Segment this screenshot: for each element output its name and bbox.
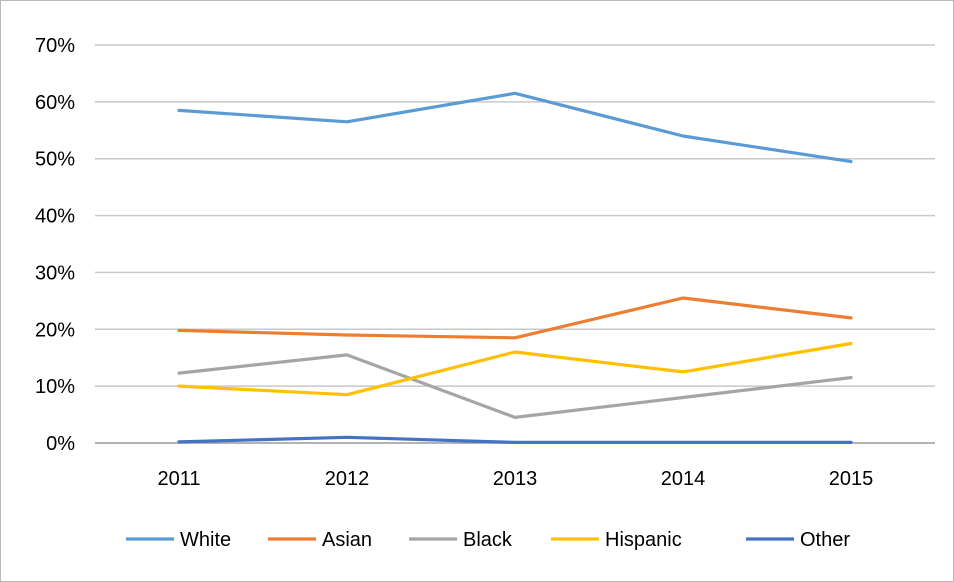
series-lines <box>177 91 853 444</box>
y-tick-label: 50% <box>35 149 75 171</box>
legend-label-white: White <box>180 529 231 551</box>
series-line-black <box>177 353 853 419</box>
y-tick-label: 30% <box>35 262 75 284</box>
y-axis-ticks: 0% 10% 20% 30% 40% 50% 60% 70% <box>35 35 75 455</box>
x-tick-label: 2013 <box>493 468 538 490</box>
x-tick-label: 2011 <box>157 468 200 490</box>
legend-label-black: Black <box>463 529 513 551</box>
y-tick-label: 10% <box>35 376 75 398</box>
x-tick-label: 2015 <box>829 468 874 490</box>
y-tick-label: 40% <box>35 206 75 228</box>
series-line-white <box>177 91 853 164</box>
y-tick-label: 60% <box>35 92 75 114</box>
y-tick-label: 70% <box>35 35 75 57</box>
series-line-hispanic <box>177 341 853 397</box>
gridlines <box>95 44 935 444</box>
series-line-asian <box>177 296 853 340</box>
x-tick-label: 2014 <box>661 468 706 490</box>
y-tick-label: 0% <box>46 433 75 455</box>
x-tick-label: 2012 <box>325 468 370 490</box>
legend: White Asian Black Hispanic Other <box>126 529 850 551</box>
legend-label-asian: Asian <box>322 529 372 551</box>
series-line-other <box>177 435 853 444</box>
legend-label-other: Other <box>800 529 850 551</box>
x-axis-ticks: 2011 2012 2013 2014 2015 <box>157 468 873 490</box>
legend-label-hispanic: Hispanic <box>605 529 682 551</box>
y-tick-label: 20% <box>35 319 75 341</box>
